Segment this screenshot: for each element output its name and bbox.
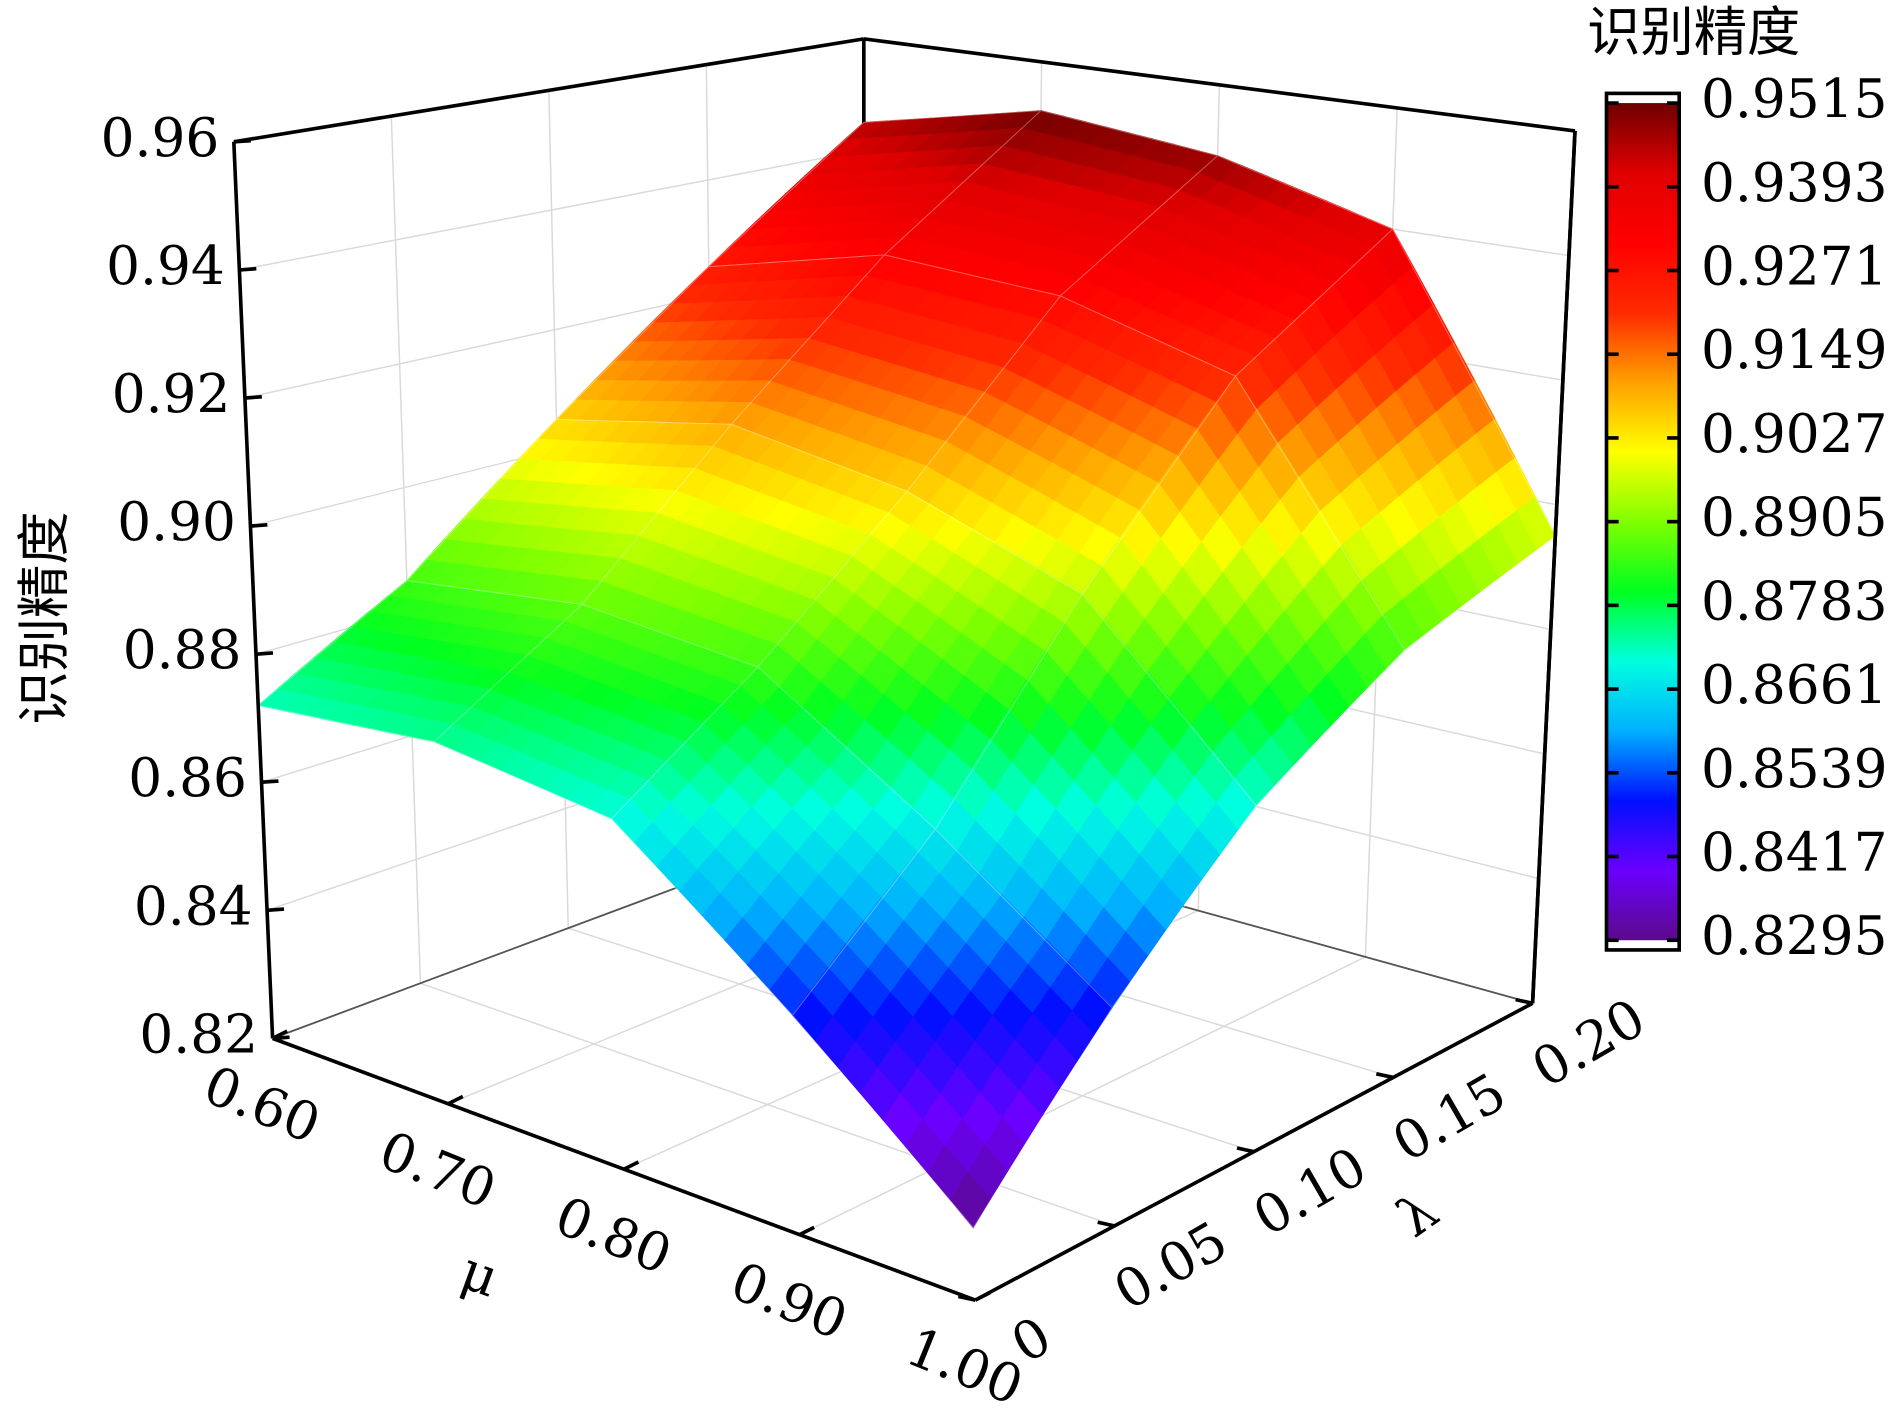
colorbar-tick-label: 0.9027 [1701, 403, 1888, 465]
tick-mark [233, 138, 251, 144]
z-tick-label: 0.88 [123, 619, 242, 681]
surface-cell [883, 110, 1219, 297]
box-edge [1530, 130, 1577, 1004]
surface-cell [707, 110, 1043, 268]
z-tick-label: 0.82 [139, 1003, 258, 1065]
tick-mark [239, 266, 257, 272]
tick-mark [1375, 1072, 1394, 1080]
tick-mark [957, 1294, 976, 1302]
surface-facet [950, 1171, 991, 1229]
y-tick-label: 0.05 [1104, 1210, 1238, 1323]
y-tick-label: 0.15 [1383, 1061, 1517, 1174]
colorbar-label: 识别精度 [1587, 1, 1800, 63]
box-edge [233, 37, 865, 144]
tick-mark [1097, 1220, 1115, 1228]
x-tick-label: 0.80 [547, 1185, 680, 1287]
z-tick-label: 0.84 [134, 875, 253, 937]
z-tick-label: 0.86 [128, 747, 247, 809]
colorbar-tick-label: 0.8539 [1701, 738, 1888, 800]
tick-mark [974, 1291, 991, 1302]
box-edge [863, 37, 1576, 133]
z-axis-label: 识别精度 [13, 511, 75, 724]
x-tick-label: 0.90 [722, 1250, 855, 1352]
tick-mark [798, 1225, 815, 1237]
surface-cell [581, 423, 908, 668]
tick-mark [447, 1094, 464, 1106]
surface-cell [405, 418, 733, 605]
colorbar-tick-label: 0.9393 [1701, 152, 1888, 214]
x-tick-label: 0.70 [371, 1119, 504, 1221]
z-tick-label: 0.92 [112, 363, 231, 425]
axes: 0.82 0.84 0.86 0.88 0.90 0.92 0.94 0.96 0.60 0.70… [101, 68, 1888, 1408]
x-tick-label: 0.60 [195, 1054, 328, 1156]
colorbar-tick-label: 0.9149 [1701, 319, 1888, 381]
colorbar-tick-label: 0.8783 [1701, 570, 1888, 632]
x-axis-label: μ [453, 1239, 507, 1309]
tick-mark [255, 651, 274, 656]
colorbar-tick-label: 0.8661 [1701, 654, 1888, 716]
box-edge [232, 141, 275, 1039]
grid-line [390, 116, 422, 984]
surface-cell [610, 666, 937, 1017]
y-axis-label: λ [1386, 1179, 1449, 1249]
z-tick-label: 0.96 [101, 107, 220, 169]
z-tick-label: 0.94 [106, 235, 225, 297]
surface-cell [257, 580, 583, 743]
colorbar-tick-label: 0.9515 [1701, 68, 1888, 130]
surface-cell [1059, 155, 1394, 377]
tick-mark [244, 394, 262, 400]
z-tick-label: 0.90 [117, 491, 236, 553]
surface-cell [1081, 375, 1406, 807]
surface [257, 110, 1556, 1229]
surface-cell [433, 603, 759, 820]
colorbar-tick-label: 0.9271 [1701, 236, 1888, 298]
y-tick-label: 0.20 [1522, 987, 1656, 1100]
surface-cell [792, 828, 1113, 1229]
surface-cell [730, 254, 1062, 492]
tick-mark [1515, 997, 1533, 1006]
tick-mark [250, 523, 268, 528]
colorbar-tick-label: 0.8905 [1701, 487, 1888, 549]
surface-mesh [792, 828, 1113, 1229]
surface-cell [555, 254, 886, 425]
tick-mark [261, 779, 279, 785]
surface-cell [906, 295, 1237, 595]
colorbar-tick-label: 0.8417 [1701, 822, 1888, 884]
colorbar-tick-label: 0.8295 [1701, 905, 1888, 967]
tick-mark [1236, 1146, 1255, 1154]
tick-mark [266, 907, 285, 913]
tick-mark [271, 1029, 288, 1041]
surface-cell [1234, 228, 1556, 651]
y-tick-label: 0.10 [1243, 1135, 1377, 1248]
tick-mark [623, 1160, 640, 1171]
